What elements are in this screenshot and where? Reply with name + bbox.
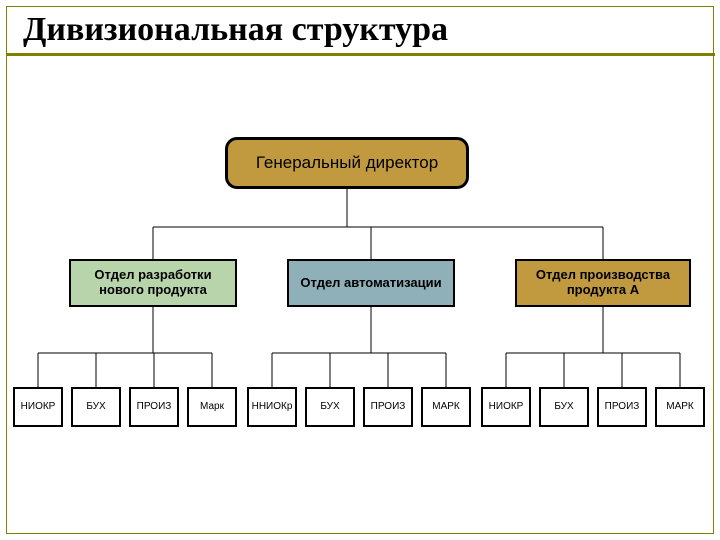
page-title: Дивизиональная структура xyxy=(23,7,713,49)
leaf-node: ПРОИЗ xyxy=(363,387,413,427)
leaf-node: ПРОИЗ xyxy=(129,387,179,427)
leaf-node: Марк xyxy=(187,387,237,427)
leaf-node: МАРК xyxy=(421,387,471,427)
division-label: Отдел разработки нового продукта xyxy=(94,268,211,298)
division-node: Отдел разработки нового продукта xyxy=(69,259,237,307)
division-node: Отдел производства продукта А xyxy=(515,259,691,307)
root-label: Генеральный директор xyxy=(256,153,438,173)
leaf-label: ННИОКр xyxy=(252,401,293,413)
division-label: Отдел производства продукта А xyxy=(536,268,670,298)
division-label: Отдел автоматизации xyxy=(300,276,441,291)
leaf-node: БУХ xyxy=(71,387,121,427)
leaf-node: БУХ xyxy=(539,387,589,427)
division-node: Отдел автоматизации xyxy=(287,259,455,307)
leaf-node: НИОКР xyxy=(13,387,63,427)
org-chart: Генеральный директор Отдел разработки но… xyxy=(7,67,715,533)
leaf-node: МАРК xyxy=(655,387,705,427)
leaf-label: ПРОИЗ xyxy=(605,401,640,413)
leaf-label: БУХ xyxy=(320,401,339,413)
leaf-node: БУХ xyxy=(305,387,355,427)
leaf-label: Марк xyxy=(200,401,224,413)
leaf-node: ННИОКр xyxy=(247,387,297,427)
leaf-label: НИОКР xyxy=(21,401,56,413)
leaf-node: НИОКР xyxy=(481,387,531,427)
leaf-label: ПРОИЗ xyxy=(371,401,406,413)
leaf-label: МАРК xyxy=(432,401,460,413)
leaf-label: БУХ xyxy=(86,401,105,413)
root-node: Генеральный директор xyxy=(225,137,469,189)
leaf-label: БУХ xyxy=(554,401,573,413)
leaf-node: ПРОИЗ xyxy=(597,387,647,427)
leaf-label: ПРОИЗ xyxy=(137,401,172,413)
leaf-label: МАРК xyxy=(666,401,694,413)
leaf-label: НИОКР xyxy=(489,401,524,413)
title-underline xyxy=(7,53,715,56)
